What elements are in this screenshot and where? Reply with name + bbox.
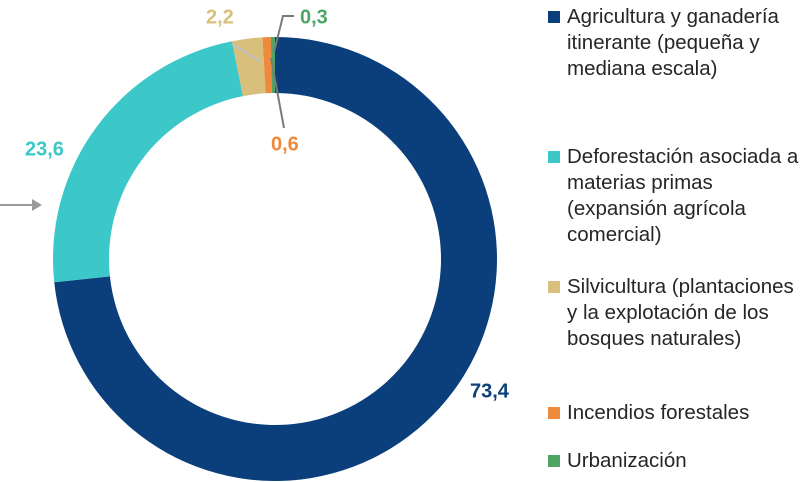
arrow-head <box>32 199 42 211</box>
legend-swatch <box>548 455 560 467</box>
legend-item: Agricultura y ganadería itinerante (pequ… <box>548 4 806 82</box>
data-label: 0,3 <box>300 6 328 28</box>
legend-label: Incendios forestales <box>567 401 750 424</box>
data-label: 73,4 <box>470 380 510 402</box>
leader-line <box>270 57 285 129</box>
legend-item: Silvicultura (plantaciones y la explotac… <box>548 274 806 352</box>
legend-label: Silvicultura (plantaciones y la explotac… <box>567 275 794 350</box>
donut-segment <box>232 37 266 97</box>
legend-swatch <box>548 151 560 163</box>
legend-label: Agricultura y ganadería itinerante (pequ… <box>567 5 779 80</box>
legend-item: Urbanización <box>548 448 806 474</box>
legend-item: Deforestación asociada a materias primas… <box>548 144 806 248</box>
legend-label: Deforestación asociada a materias primas… <box>567 145 799 246</box>
legend-label: Urbanización <box>567 449 687 472</box>
donut-segment <box>262 37 272 94</box>
legend-swatch <box>548 11 560 23</box>
data-label: 23,6 <box>25 138 64 160</box>
leader-line <box>231 43 263 63</box>
leader-line <box>273 15 294 53</box>
legend-swatch <box>548 281 560 293</box>
data-label: 0,6 <box>271 133 299 155</box>
data-label: 2,2 <box>206 6 234 28</box>
legend-swatch <box>548 407 560 419</box>
donut-segment <box>53 41 243 283</box>
legend-item: Incendios forestales <box>548 400 806 426</box>
